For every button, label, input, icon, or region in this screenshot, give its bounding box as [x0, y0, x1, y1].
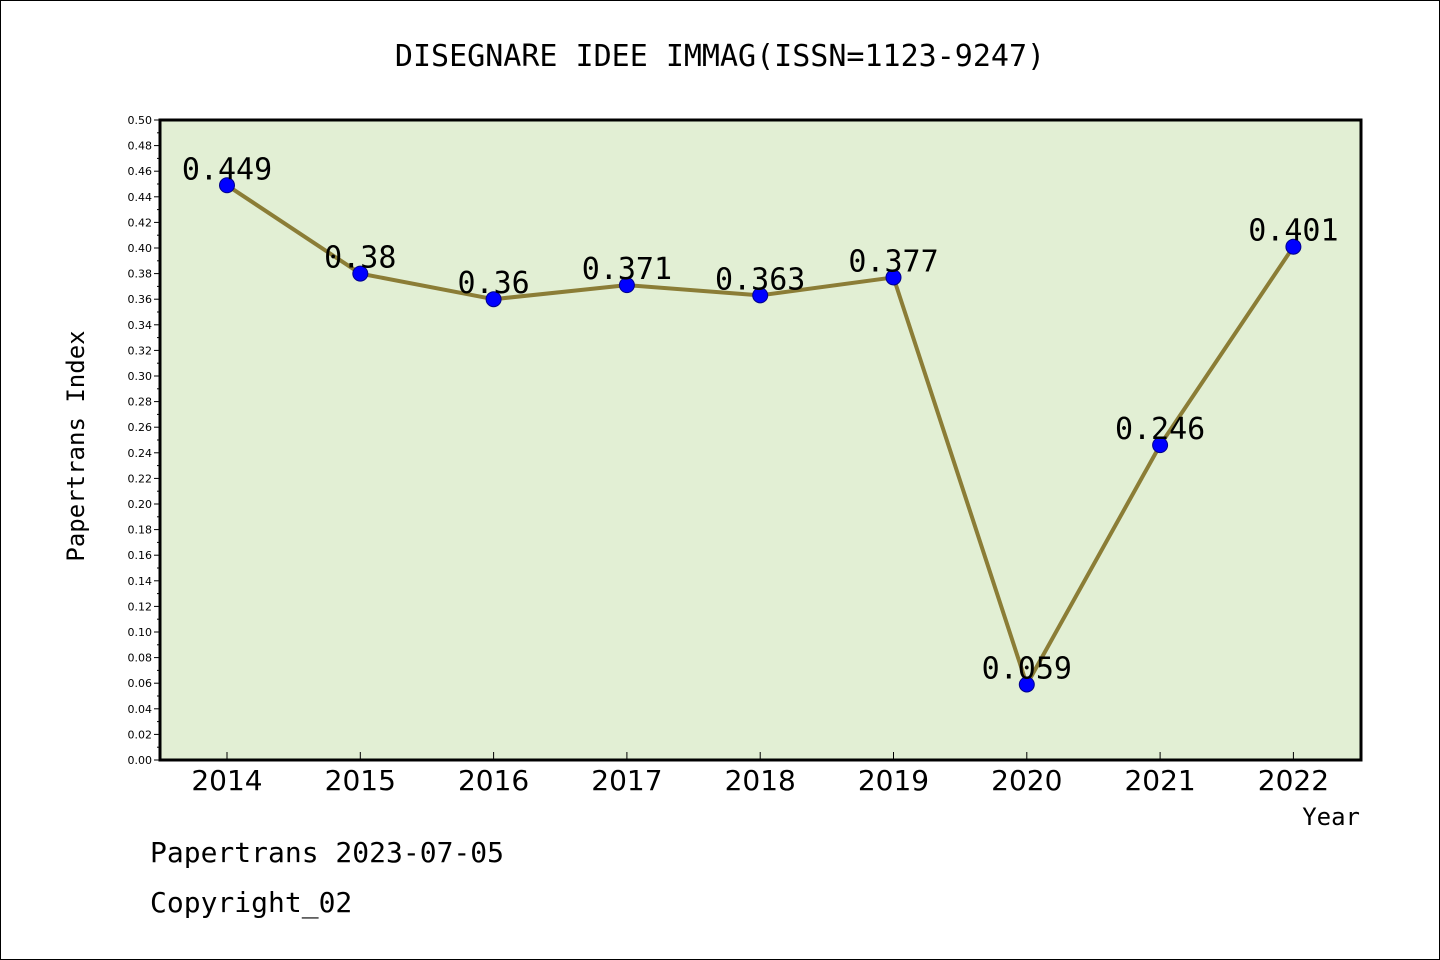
y-axis-label: Papertrans Index [62, 330, 90, 561]
y-tick-label: 0.42 [128, 216, 153, 229]
y-tick-label: 0.24 [128, 447, 153, 460]
y-tick-label: 0.20 [128, 498, 153, 511]
y-tick-label: 0.36 [128, 293, 153, 306]
y-tick-label: 0.06 [128, 677, 153, 690]
y-tick-label: 0.14 [128, 575, 153, 588]
data-point [1285, 238, 1302, 255]
data-label: 0.38 [324, 241, 396, 276]
y-tick-label: 0.16 [128, 549, 153, 562]
y-tick-label: 0.08 [128, 652, 153, 665]
x-tick-label: 2017 [591, 764, 662, 797]
data-point [485, 291, 502, 308]
y-tick-label: 0.26 [128, 421, 153, 434]
y-tick-label: 0.10 [128, 626, 153, 639]
data-point [1018, 676, 1035, 693]
y-tick-label: 0.40 [128, 242, 153, 255]
data-label: 0.371 [582, 252, 672, 287]
x-tick-label: 2015 [325, 764, 396, 797]
y-tick-label: 0.28 [128, 396, 153, 409]
y-tick-label: 0.34 [128, 319, 153, 332]
data-labels: 0.449 0.38 0.36 0.371 0.363 0.377 0.059 0.246 0.… [182, 152, 1339, 686]
data-point [352, 265, 369, 282]
y-tick-label: 0.12 [128, 600, 153, 613]
y-tick-label: 0.44 [128, 191, 153, 204]
x-tick-label: 2014 [191, 764, 262, 797]
data-label: 0.059 [982, 651, 1072, 686]
data-label: 0.377 [848, 244, 938, 279]
x-tick-label: 2019 [858, 764, 929, 797]
data-label: 0.401 [1248, 214, 1338, 249]
x-tick-label: 2016 [458, 764, 529, 797]
x-axis-label: Year [1302, 803, 1360, 831]
y-tick-label: 0.32 [128, 344, 153, 357]
x-axis: 2014 2015 2016 2017 2018 2019 2020 2021 2022 [191, 752, 1329, 797]
y-tick-label: 0.46 [128, 165, 153, 178]
y-axis: 0.00 0.02 0.04 0.06 0.08 0.10 0.12 0.14 0.16 0.18… [128, 114, 160, 767]
series-group [219, 177, 1302, 693]
x-tick-label: 2021 [1124, 764, 1195, 797]
x-tick-label: 2018 [725, 764, 796, 797]
y-tick-label: 0.02 [128, 728, 153, 741]
y-tick-label: 0.04 [128, 703, 153, 716]
y-tick-label: 0.22 [128, 472, 153, 485]
chart-title: DISEGNARE IDEE IMMAG(ISSN=1123-9247) [395, 39, 1045, 74]
data-point [1152, 437, 1169, 454]
x-tick-label: 2020 [991, 764, 1062, 797]
data-label: 0.36 [457, 266, 529, 301]
y-tick-label: 0.00 [128, 754, 153, 767]
y-tick-label: 0.38 [128, 268, 153, 281]
data-label: 0.246 [1115, 412, 1205, 447]
data-point [885, 269, 902, 286]
footer-date: Papertrans 2023-07-05 [150, 836, 505, 869]
y-tick-label: 0.30 [128, 370, 153, 383]
data-label: 0.449 [182, 152, 272, 187]
footer-copyright: Copyright_02 [150, 886, 353, 919]
y-tick-label: 0.50 [128, 114, 153, 127]
data-point [618, 277, 635, 294]
data-point [219, 177, 235, 194]
y-tick-label: 0.18 [128, 524, 153, 537]
data-label: 0.363 [715, 262, 805, 297]
y-tick-label: 0.48 [128, 140, 153, 153]
data-point [752, 287, 769, 304]
x-tick-label: 2022 [1258, 764, 1329, 797]
